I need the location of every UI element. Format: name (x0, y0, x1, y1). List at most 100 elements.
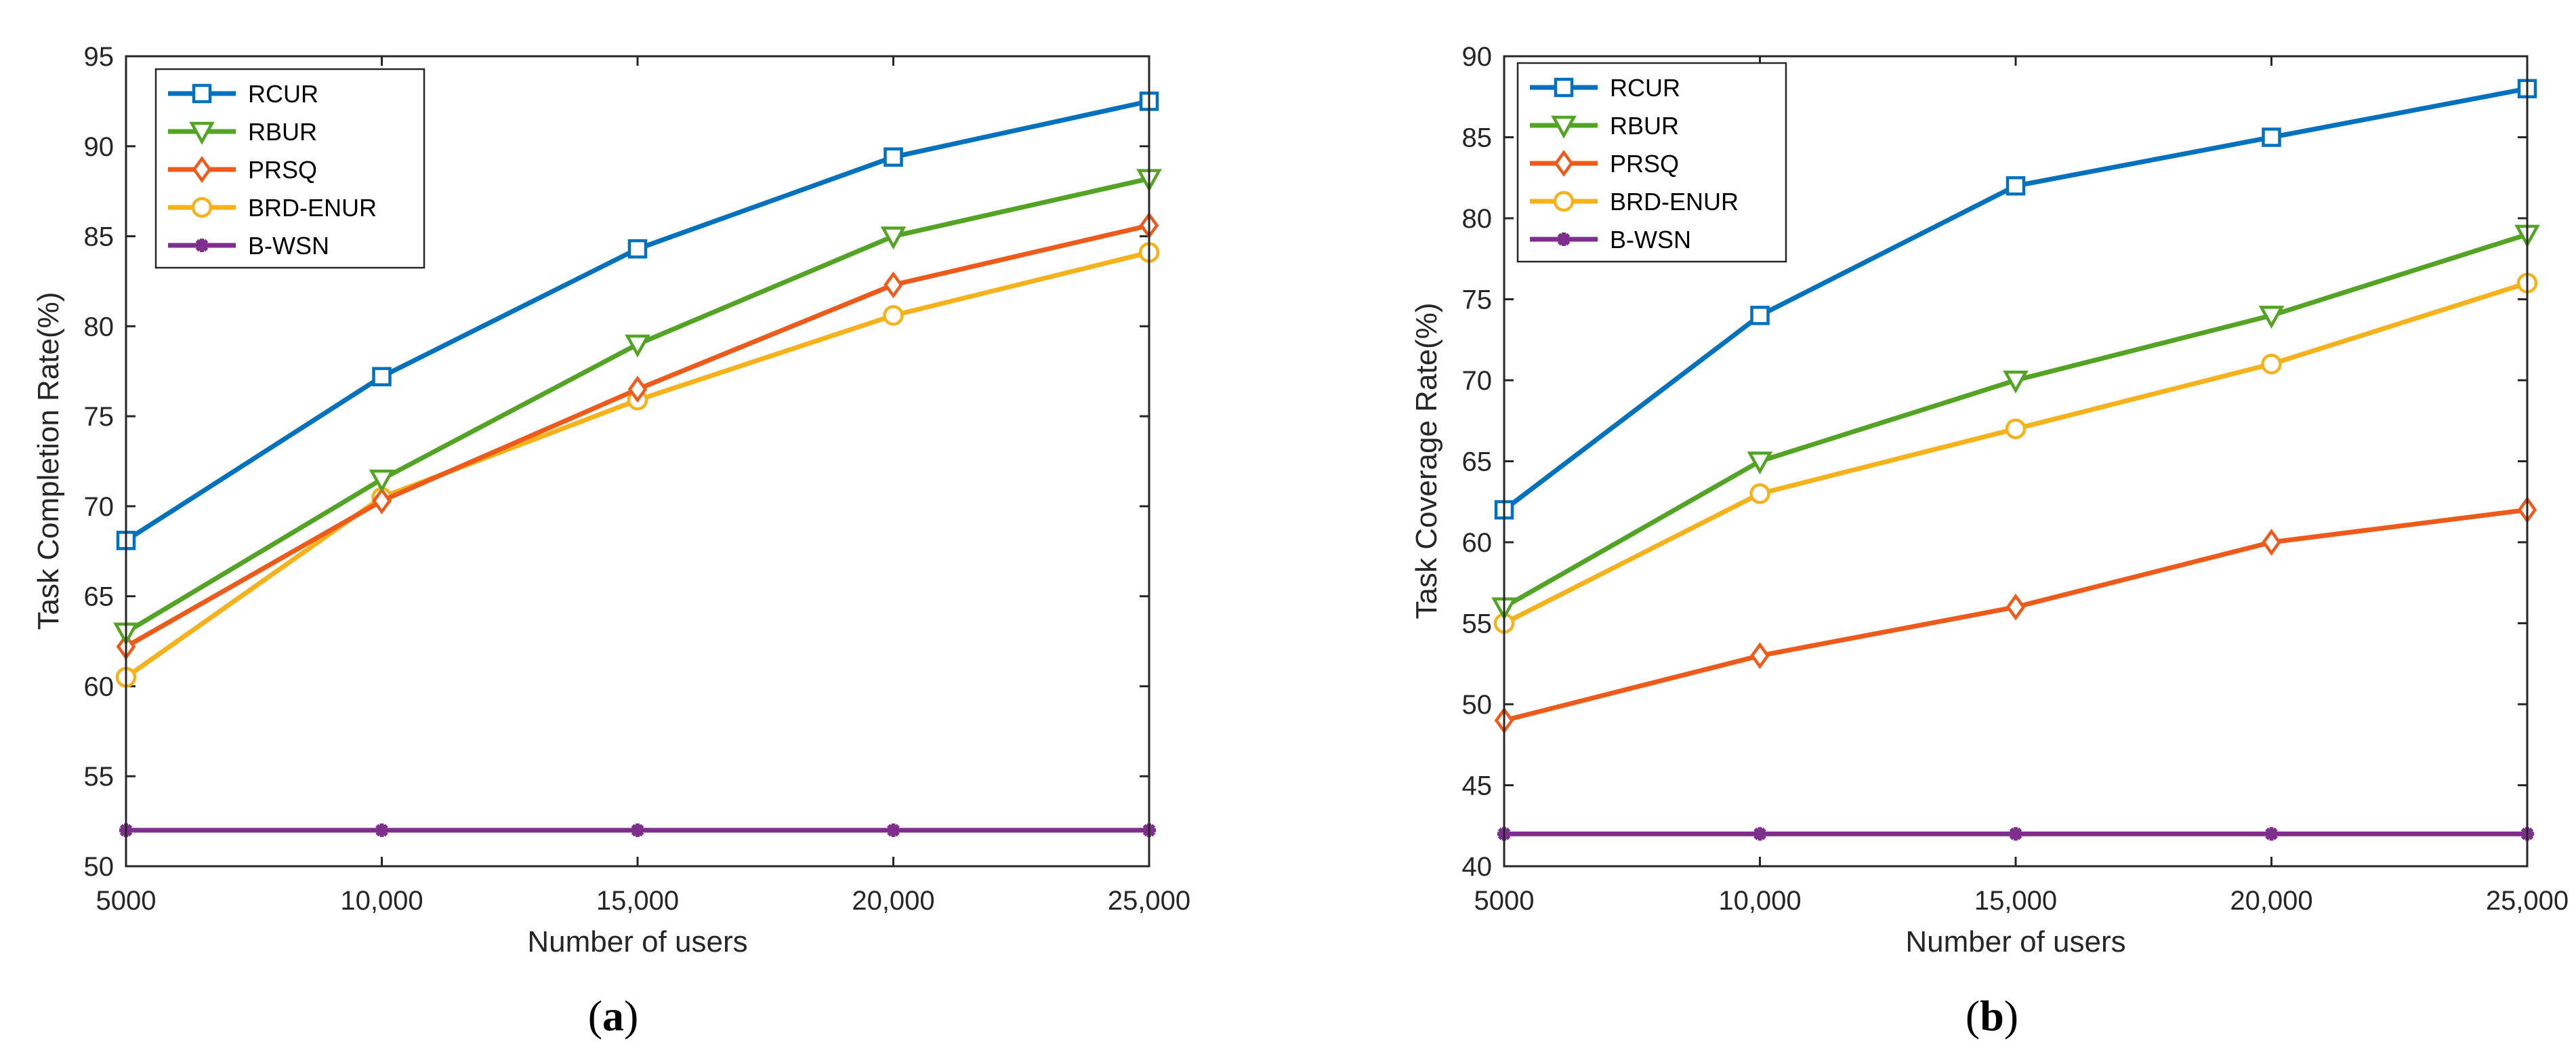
panel-a-xtick-label-2: 15,000 (596, 886, 679, 916)
panel-a-rbur-point-2 (625, 334, 650, 358)
panel-b-xtick-label-2: 15,000 (1974, 886, 2057, 916)
panel-a-ytick-label-50: 50 (84, 852, 115, 882)
panel-b-b-wsn-point-3 (2264, 827, 2279, 841)
panel-b-brd-enur-point-1 (1749, 483, 1770, 504)
panel-b-prsq-point-3 (2262, 529, 2281, 556)
panel-a-legend-label-b-wsn: B-WSN (248, 232, 329, 260)
panel-b-legend-label-b-wsn: B-WSN (1610, 226, 1691, 254)
panel-b-rcur-point-1 (1750, 306, 1770, 325)
panel-a-caption-letter: a (602, 992, 624, 1040)
panel-b-ytick-label-60: 60 (1462, 528, 1493, 558)
panel-a-legend-label-prsq: PRSQ (248, 156, 317, 184)
panel-b-ytick-label-85: 85 (1462, 123, 1493, 153)
panel-b-legend-label-rbur: RBUR (1610, 112, 1679, 140)
panel-b-caption-open: ( (1966, 992, 1980, 1040)
panel-a-brd-enur-point-3 (883, 305, 904, 326)
panel-a-xtick-label-3: 20,000 (852, 886, 934, 916)
panel-b-series (1491, 79, 2540, 841)
panel-a-legend-item-b-wsn: B-WSN (168, 232, 329, 260)
panel-b-legend-item-prsq: PRSQ (1530, 150, 1679, 178)
panel-b-xtick-label-4: 25,000 (2486, 886, 2569, 916)
panel-b-ytick-label-40: 40 (1462, 852, 1493, 882)
panel-a-legend-item-rcur: RCUR (168, 80, 318, 108)
panel-a-prsq-point-1 (372, 487, 392, 514)
panel-b-legend-marker-b-wsn (1557, 232, 1571, 246)
panel-a-b-wsn-point-3 (886, 823, 900, 837)
panel-a-ytick-label-65: 65 (84, 582, 115, 612)
panel-a-xtick-label-0: 5000 (96, 886, 157, 916)
panel-a-legend-marker-rcur (192, 83, 212, 104)
panel-a-caption: (a) (588, 992, 639, 1040)
panel-b-b-wsn-point-1 (1753, 827, 1767, 841)
panel-a-legend-label-brd-enur: BRD-ENUR (248, 194, 377, 222)
panel-b-prsq-point-1 (1750, 642, 1770, 670)
panel-a-xtick-label-4: 25,000 (1108, 886, 1190, 916)
panel-a-ytick-label-85: 85 (84, 222, 115, 252)
panel-b-prsq-point-2 (2006, 593, 2026, 621)
panel-a-rbur-point-1 (369, 469, 395, 493)
panel-a-rcur-point-2 (627, 239, 648, 259)
panel-a-ytick-label-60: 60 (84, 672, 115, 702)
panel-b-ylabel: Task Coverage Rate(%) (1410, 302, 1443, 619)
panel-a-legend-item-prsq: PRSQ (168, 156, 317, 184)
panel-b-rbur-point-1 (1747, 451, 1773, 475)
panel-b-xtick-label-0: 5000 (1474, 886, 1535, 916)
panel-a-ytick-label-90: 90 (84, 132, 115, 162)
panel-b-legend: RCUR RBUR PRSQ BRD-ENUR B-WSN (1516, 62, 1787, 263)
panel-a-legend-item-brd-enur: BRD-ENUR (168, 194, 377, 222)
panel-a-legend-label-rbur: RBUR (248, 118, 317, 146)
panel-a-b-wsn-point-1 (375, 823, 389, 837)
panel-b-axes-box (1503, 55, 2529, 868)
panel-a-legend-marker-prsq (192, 156, 212, 183)
panel-a-ytick-label-75: 75 (84, 402, 115, 432)
panel-b-ytick-label-75: 75 (1462, 285, 1493, 315)
panel-a-series (113, 92, 1162, 837)
panel-b-legend-entries: RCUR RBUR PRSQ BRD-ENUR B-WSN (1530, 74, 1739, 254)
panel-b-rbur-point-3 (2258, 306, 2285, 329)
panel-a-ticks: 50 55 60 65 70 75 80 85 90 95 5000 10,000 15,000 20,0… (84, 42, 1191, 916)
panel-a-chart: 50 55 60 65 70 75 80 85 90 95 5000 10,000 15,000 20,0… (32, 42, 1190, 1040)
panel-a-ytick-label-80: 80 (84, 312, 115, 342)
panel-b-caption-letter: b (1980, 992, 2004, 1040)
panel-b-legend-item-rcur: RCUR (1530, 74, 1680, 102)
panel-b-ytick-label-70: 70 (1462, 366, 1493, 396)
panel-b-legend-label-rcur: RCUR (1610, 74, 1680, 102)
panel-a-prsq-point-3 (884, 271, 903, 299)
panel-b-xtick-label-3: 20,000 (2230, 886, 2312, 916)
panel-b-ytick-label-80: 80 (1462, 204, 1493, 234)
panel-b-legend-label-prsq: PRSQ (1610, 150, 1679, 178)
panel-b-legend-marker-rbur (1551, 115, 1577, 139)
panel-a-ytick-label-55: 55 (84, 762, 115, 792)
panel-a-xlabel: Number of users (527, 925, 747, 958)
panel-b-b-wsn-point-2 (2009, 827, 2022, 841)
panel-a-legend: RCUR RBUR PRSQ BRD-ENUR B-WSN (154, 68, 425, 269)
panel-a-legend-item-rbur: RBUR (168, 118, 317, 146)
panel-b-ytick-label-65: 65 (1462, 447, 1493, 477)
panel-a-legend-entries: RCUR RBUR PRSQ BRD-ENUR B-WSN (168, 80, 377, 260)
panel-b-caption-close: ) (2004, 992, 2018, 1040)
panel-b-xlabel: Number of users (1905, 925, 2125, 958)
panel-a-legend-marker-rbur (189, 121, 215, 145)
panel-b-ytick-label-45: 45 (1462, 771, 1493, 801)
panel-b-legend-item-rbur: RBUR (1530, 112, 1679, 140)
panel-b-xtick-label-1: 10,000 (1718, 886, 1801, 916)
panel-b-rbur-point-2 (2003, 370, 2029, 394)
panel-a-xtick-label-1: 10,000 (340, 886, 423, 916)
panel-b-ytick-label-90: 90 (1462, 42, 1493, 72)
panel-a-caption-close: ) (624, 992, 638, 1040)
panel-b-legend-marker-brd-enur (1553, 190, 1575, 212)
panel-a-prsq-point-2 (627, 376, 648, 403)
panel-a-ytick-label-70: 70 (84, 492, 115, 522)
panel-a-legend-label-rcur: RCUR (248, 80, 318, 108)
panel-b-brd-enur-point-3 (2261, 353, 2282, 375)
panel-a-axes-box (125, 55, 1150, 868)
panel-b-brd-enur-point-2 (2005, 418, 2027, 439)
panel-a-legend-marker-brd-enur (191, 197, 213, 218)
panel-a-legend-marker-b-wsn (195, 239, 209, 252)
panel-b-chart: 40 45 50 55 60 65 70 75 80 85 90 5000 10,000 15,000 20… (1410, 42, 2569, 1040)
panel-b-caption: (b) (1966, 992, 2018, 1040)
panel-b-ticks: 40 45 50 55 60 65 70 75 80 85 90 5000 10,000 15,000 20… (1462, 42, 2569, 916)
panel-a-rcur-point-1 (372, 367, 392, 386)
panel-b-legend-label-brd-enur: BRD-ENUR (1610, 188, 1739, 216)
